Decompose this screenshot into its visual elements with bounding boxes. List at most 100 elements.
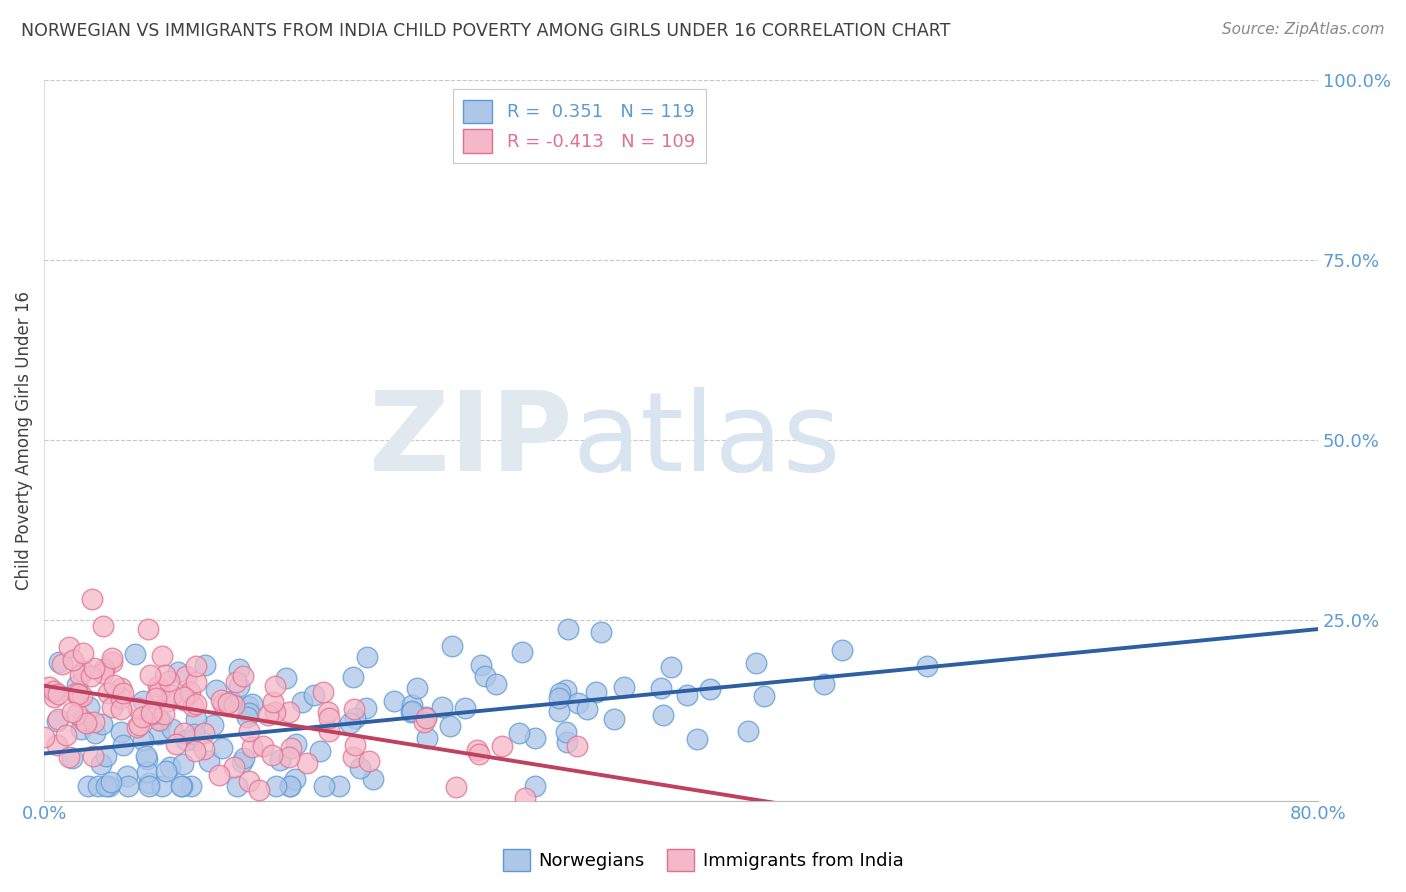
Point [650, 681, 672, 696]
Point [659, 659, 682, 673]
Point [208, 768, 231, 782]
Point [401, 705, 423, 719]
Point [555, 724, 578, 739]
Point [90, 756, 112, 771]
Point [101, 700, 124, 714]
Point [65, 686, 87, 700]
Point [754, 689, 776, 703]
Point [69, 668, 91, 682]
Point [613, 680, 636, 694]
Point [82, 749, 104, 764]
Point [167, 665, 190, 679]
Point [173, 726, 195, 740]
Point [193, 742, 215, 756]
Point [240, 697, 263, 711]
Point [314, 779, 336, 793]
Point [226, 779, 249, 793]
Point [269, 753, 291, 767]
Point [209, 693, 232, 707]
Point [159, 760, 181, 774]
Point [58, 750, 80, 764]
Point [603, 712, 626, 726]
Point [491, 739, 513, 753]
Point [278, 779, 301, 793]
Point [236, 698, 259, 713]
Point [183, 727, 205, 741]
Point [228, 662, 250, 676]
Point [186, 697, 208, 711]
Point [66, 706, 89, 721]
Point [264, 679, 287, 693]
Point [548, 685, 571, 699]
Point [91, 717, 114, 731]
Point [127, 701, 149, 715]
Legend: R =  0.351   N = 119, R = -0.413   N = 109: R = 0.351 N = 119, R = -0.413 N = 109 [453, 89, 706, 163]
Point [193, 726, 215, 740]
Point [344, 711, 367, 725]
Point [157, 694, 180, 708]
Point [97, 686, 120, 700]
Point [184, 744, 207, 758]
Point [127, 720, 149, 734]
Point [152, 779, 174, 793]
Point [264, 779, 287, 793]
Point [62, 653, 84, 667]
Point [523, 779, 546, 793]
Point [439, 719, 461, 733]
Point [48, 655, 70, 669]
Point [238, 723, 260, 738]
Point [349, 761, 371, 775]
Point [228, 679, 250, 693]
Text: NORWEGIAN VS IMMIGRANTS FROM INDIA CHILD POVERTY AMONG GIRLS UNDER 16 CORRELATIO: NORWEGIAN VS IMMIGRANTS FROM INDIA CHILD… [21, 22, 950, 40]
Point [146, 679, 169, 693]
Point [46, 712, 69, 726]
Point [523, 731, 546, 745]
Point [548, 690, 571, 705]
Point [813, 676, 835, 690]
Point [80, 591, 103, 606]
Point [302, 688, 325, 702]
Point [412, 715, 434, 730]
Point [98, 779, 121, 793]
Point [148, 684, 170, 698]
Point [93, 662, 115, 676]
Point [284, 737, 307, 751]
Point [278, 779, 301, 793]
Point [222, 760, 245, 774]
Point [51, 657, 73, 671]
Point [344, 739, 367, 753]
Point [145, 690, 167, 705]
Point [257, 707, 280, 722]
Point [235, 710, 257, 724]
Point [309, 744, 332, 758]
Point [318, 711, 340, 725]
Point [77, 779, 100, 793]
Point [224, 698, 246, 712]
Point [91, 619, 114, 633]
Point [44, 690, 66, 704]
Point [60, 750, 83, 764]
Point [32, 731, 55, 745]
Point [157, 673, 180, 688]
Point [454, 700, 477, 714]
Point [135, 765, 157, 780]
Point [173, 690, 195, 704]
Point [510, 645, 533, 659]
Point [83, 661, 105, 675]
Point [75, 715, 97, 730]
Point [263, 695, 285, 709]
Point [401, 698, 423, 712]
Point [312, 685, 335, 699]
Point [44, 684, 66, 698]
Point [295, 756, 318, 771]
Point [382, 694, 405, 708]
Point [72, 713, 94, 727]
Point [585, 685, 607, 699]
Point [415, 710, 437, 724]
Point [651, 708, 673, 723]
Point [150, 648, 173, 663]
Point [124, 647, 146, 661]
Point [745, 656, 768, 670]
Point [468, 747, 491, 761]
Point [83, 714, 105, 729]
